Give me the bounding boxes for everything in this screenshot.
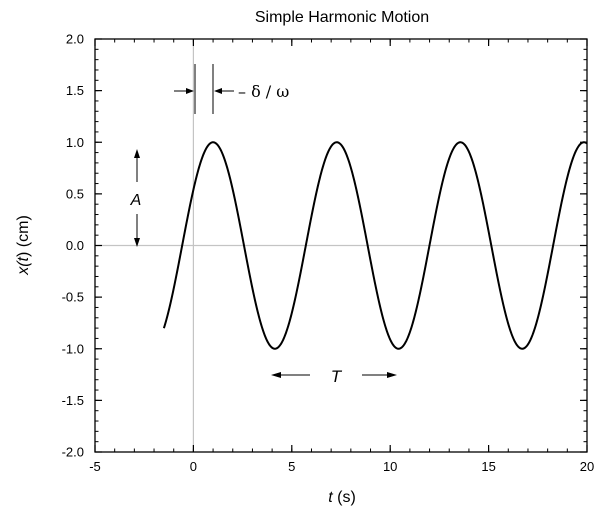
amplitude-annotation: A bbox=[130, 149, 142, 247]
reference-lines bbox=[95, 39, 587, 452]
x-tick-label: 10 bbox=[383, 459, 397, 474]
x-tick-label: 0 bbox=[190, 459, 197, 474]
y-tick-label: 1.5 bbox=[66, 83, 84, 98]
y-tick-label: -1.5 bbox=[62, 393, 84, 408]
series-line bbox=[162, 141, 588, 350]
x-axis-label: t (s) bbox=[328, 489, 356, 506]
y-axis-label: x(t) (cm) bbox=[15, 215, 32, 276]
y-axis-label-var: t bbox=[15, 256, 32, 261]
phase-label: – δ / ω bbox=[238, 82, 289, 101]
plot-frame bbox=[94, 38, 588, 453]
phase-arrowhead-right bbox=[214, 88, 222, 94]
amplitude-arrowhead-down bbox=[134, 238, 140, 247]
x-tick-label: 20 bbox=[580, 459, 594, 474]
y-tick-label: -1.0 bbox=[62, 341, 84, 356]
period-annotation: T bbox=[271, 367, 397, 386]
period-arrowhead-left bbox=[271, 372, 281, 378]
y-tick-label: -2.0 bbox=[62, 445, 84, 460]
period-label: T bbox=[331, 367, 343, 386]
x-axis-label-unit: (s) bbox=[333, 489, 356, 506]
amplitude-label: A bbox=[130, 192, 142, 209]
period-arrowhead-right bbox=[387, 372, 397, 378]
y-tick-label: -0.5 bbox=[62, 290, 84, 305]
y-tick-label: 0.5 bbox=[66, 186, 84, 201]
tick-labels: -5 0 5 10 15 20 -2.0 -1.5 -1.0 -0.5 0.0 0.5 1.0 1.5 2.… bbox=[62, 32, 595, 475]
x-tick-label: 5 bbox=[288, 459, 295, 474]
x-axis-label-var: t bbox=[328, 489, 333, 506]
y-axis-label-prefix: x( bbox=[15, 260, 32, 276]
y-tick-label: 2.0 bbox=[66, 32, 84, 47]
phase-arrowhead-left bbox=[186, 88, 194, 94]
x-tick-label: 15 bbox=[481, 459, 495, 474]
y-tick-label: 0.0 bbox=[66, 238, 84, 253]
phase-shift-annotation: – δ / ω bbox=[174, 64, 289, 114]
y-tick-label: 1.0 bbox=[66, 135, 84, 150]
y-axis-label-suffix: ) (cm) bbox=[15, 215, 32, 257]
amplitude-arrowhead-up bbox=[134, 149, 140, 158]
x-tick-label: -5 bbox=[89, 459, 101, 474]
chart-title: Simple Harmonic Motion bbox=[255, 9, 429, 26]
